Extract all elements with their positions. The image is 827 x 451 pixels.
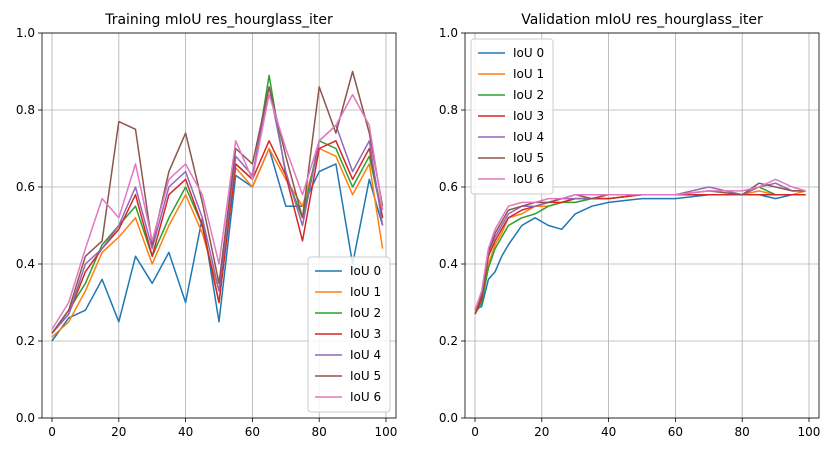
y-tick-label: 0.4 (439, 257, 458, 271)
legend-label: IoU 1 (350, 285, 381, 299)
chart-2: 0 20 40 60 80 100 0.0 0.2 0.4 0.6 0.8 1.0 Validation… (439, 12, 821, 439)
legend-label: IoU 1 (513, 67, 544, 81)
series-line-6 (474, 178, 806, 311)
axes-frame (464, 32, 820, 419)
series-line-6 (51, 93, 384, 330)
y-tick-label: 0.0 (439, 411, 458, 425)
legend-label: IoU 2 (513, 88, 544, 102)
y-tick-label: 0.6 (439, 180, 458, 194)
legend: IoU 0 IoU 1 IoU 2 IoU 3 IoU 4 IoU 5 IoU 6 (470, 38, 554, 195)
chart-title: Training mIoU res_hourglass_iter (104, 12, 333, 28)
legend-label: IoU 5 (350, 369, 381, 383)
x-tick-label: 80 (735, 425, 750, 439)
x-tick-label: 0 (48, 425, 56, 439)
y-tick-label: 1.0 (439, 26, 458, 40)
legend-label: IoU 4 (513, 130, 544, 144)
legend: IoU 0 IoU 1 IoU 2 IoU 3 IoU 4 IoU 5 IoU 6 (307, 256, 391, 413)
chart-1: 0 20 40 60 80 100 0.0 0.2 0.4 0.6 0.8 1.0 Training m… (16, 12, 398, 439)
chart-title: Validation mIoU res_hourglass_iter (521, 12, 763, 28)
y-tick-label: 0.2 (439, 334, 458, 348)
legend-label: IoU 0 (513, 46, 544, 60)
legend-box (307, 256, 391, 413)
x-tick-label: 60 (245, 425, 260, 439)
legend-label: IoU 6 (350, 390, 381, 404)
y-tick-label: 1.0 (16, 26, 35, 40)
x-tick-label: 40 (601, 425, 616, 439)
y-tick-label: 0.8 (16, 103, 35, 117)
legend-box (470, 38, 554, 195)
x-tick-label: 60 (668, 425, 683, 439)
x-tick-label: 20 (111, 425, 126, 439)
legend-label: IoU 3 (513, 109, 544, 123)
y-tick-label: 0.6 (16, 180, 35, 194)
legend-label: IoU 3 (350, 327, 381, 341)
x-tick-label: 100 (798, 425, 821, 439)
x-tick-label: 100 (375, 425, 398, 439)
legend-label: IoU 0 (350, 264, 381, 278)
x-tick-label: 40 (178, 425, 193, 439)
series-line-5 (51, 70, 384, 334)
legend-label: IoU 2 (350, 306, 381, 320)
x-tick-label: 80 (312, 425, 327, 439)
legend-label: IoU 5 (513, 151, 544, 165)
y-tick-label: 0.2 (16, 334, 35, 348)
y-tick-label: 0.4 (16, 257, 35, 271)
legend-label: IoU 4 (350, 348, 381, 362)
series-line-0 (51, 147, 384, 342)
series-line-4 (474, 182, 806, 311)
legend-label: IoU 6 (513, 172, 544, 186)
x-tick-label: 0 (471, 425, 479, 439)
x-tick-label: 20 (534, 425, 549, 439)
y-tick-label: 0.8 (439, 103, 458, 117)
y-tick-label: 0.0 (16, 411, 35, 425)
axes-frame (41, 32, 397, 419)
